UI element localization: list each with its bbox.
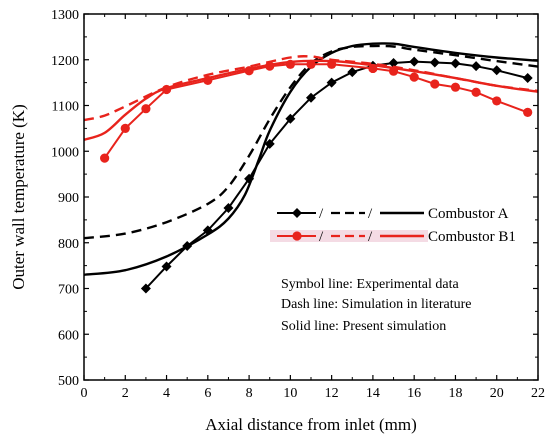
data-point — [523, 107, 533, 117]
ticks-layer: 0 2 4 6 8 10 12 14 16 18 20 22 500 600 700 800 900 1000 11… — [51, 8, 545, 401]
series-combustor-a-symbol — [140, 56, 533, 294]
x-tick-label: 0 — [81, 386, 88, 401]
data-point — [409, 56, 420, 67]
data-point — [141, 104, 151, 114]
x-tick-label: 10 — [283, 386, 297, 401]
legend-marker — [292, 208, 302, 218]
y-tick-label: 600 — [58, 328, 79, 343]
y-tick-label: 800 — [58, 237, 79, 252]
y-tick-label: 1000 — [51, 145, 79, 160]
series-combustor-a-solid — [83, 42, 539, 276]
x-tick-label: 2 — [122, 386, 129, 401]
note-dash-line: Dash line: Simulation in literature — [281, 297, 472, 312]
series-line — [83, 42, 539, 276]
series-layer — [83, 42, 539, 294]
legend-separator: / — [368, 206, 373, 222]
data-point — [450, 58, 461, 69]
note-solid-line: Solid line: Present simulation — [281, 319, 446, 334]
legend-label-combustor-a: Combustor A — [428, 206, 509, 222]
x-tick-label: 12 — [325, 386, 339, 401]
x-tick-label: 6 — [204, 386, 211, 401]
data-point — [140, 283, 151, 294]
legend-separator: / — [319, 229, 324, 245]
series-line — [83, 55, 539, 122]
x-tick-label: 4 — [163, 386, 170, 401]
legend-glyphs-combustor-b1: / / — [270, 229, 428, 245]
data-point — [429, 57, 440, 68]
note-symbol-line: Symbol line: Experimental data — [281, 277, 459, 292]
x-tick-label: 8 — [246, 386, 253, 401]
data-point — [264, 138, 275, 149]
data-point — [347, 67, 358, 78]
data-point — [409, 72, 419, 82]
x-tick-label: 22 — [531, 386, 545, 401]
x-tick-label: 16 — [407, 386, 421, 401]
series-combustor-b1-dash — [83, 55, 539, 122]
data-point — [326, 77, 337, 88]
data-point — [388, 57, 399, 68]
x-tick-label: 18 — [448, 386, 462, 401]
data-point — [492, 96, 502, 106]
data-point — [223, 202, 234, 213]
y-tick-label: 700 — [58, 283, 79, 298]
series-line — [83, 59, 539, 141]
series-line — [103, 63, 529, 159]
data-point — [285, 113, 296, 124]
data-point — [491, 65, 502, 76]
legend-marker — [292, 231, 302, 241]
legend-label-combustor-b1: Combustor B1 — [428, 229, 516, 245]
legend-separator: / — [319, 206, 324, 222]
x-tick-label: 14 — [366, 386, 380, 401]
series-combustor-b1-solid — [83, 59, 539, 141]
data-point — [120, 123, 130, 133]
legend-separator: / — [368, 229, 373, 245]
data-point — [100, 153, 110, 163]
y-axis-title: Outer wall temperature (K) — [9, 104, 28, 290]
legend-entry-combustor-b1: / / Combustor B1 — [270, 229, 516, 245]
y-tick-label: 500 — [58, 374, 79, 389]
series-line — [145, 60, 528, 290]
data-point — [306, 92, 316, 103]
data-point — [471, 87, 481, 97]
notes: Symbol line: Experimental data Dash line… — [281, 277, 472, 334]
data-point — [450, 82, 461, 92]
y-tick-label: 1100 — [52, 100, 79, 115]
y-tick-label: 900 — [58, 191, 79, 206]
series-combustor-b1-symbol — [100, 59, 533, 163]
data-point — [522, 73, 533, 84]
data-point — [430, 79, 440, 89]
y-tick-label: 1300 — [51, 8, 79, 23]
legend: / / Combustor A / / Combustor B1 — [270, 206, 516, 245]
data-point — [471, 61, 482, 72]
x-axis-title: Axial distance from inlet (mm) — [205, 415, 417, 434]
data-point — [161, 261, 172, 272]
legend-glyphs-combustor-a: / / — [277, 206, 424, 222]
y-tick-label: 1200 — [51, 54, 79, 69]
legend-entry-combustor-a: / / Combustor A — [277, 206, 509, 222]
x-tick-label: 20 — [490, 386, 504, 401]
